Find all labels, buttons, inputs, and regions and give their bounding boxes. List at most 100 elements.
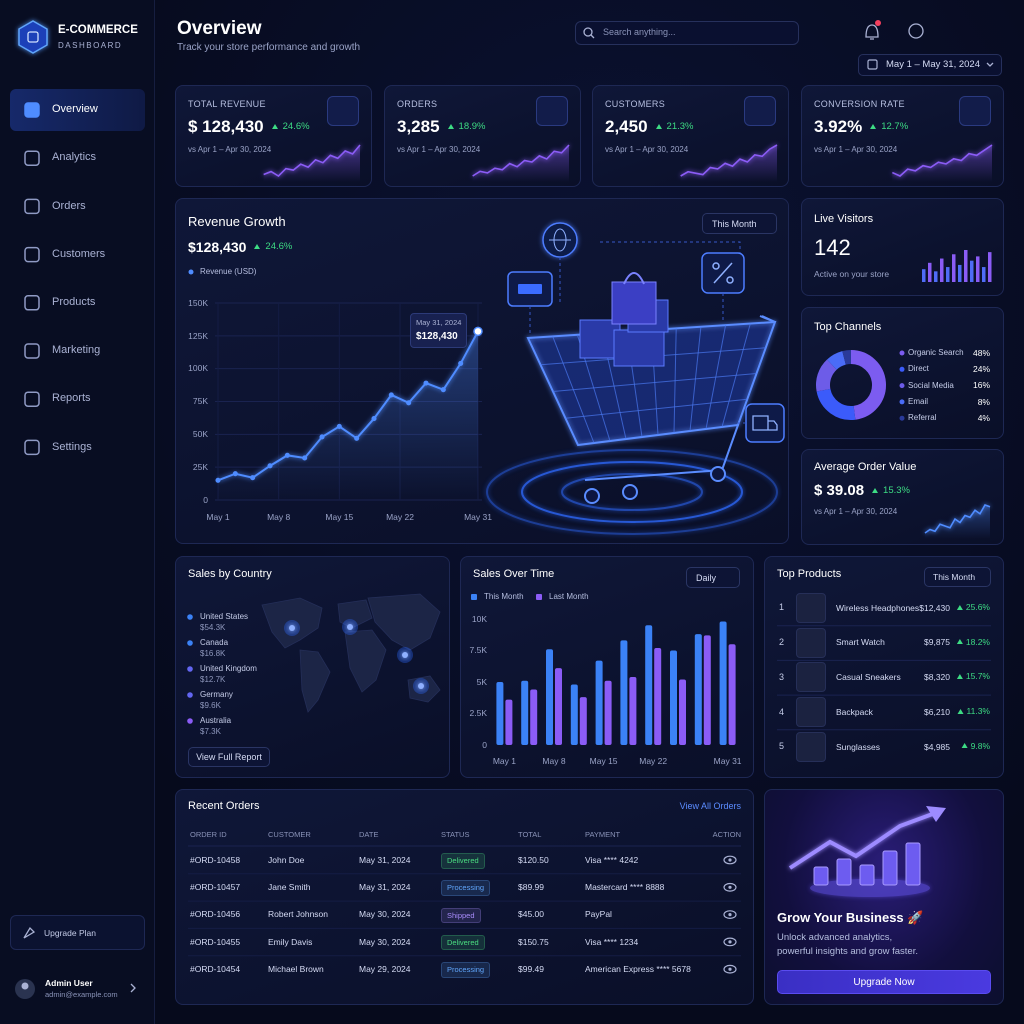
order-cell: Visa **** 4242 [585, 854, 639, 865]
bell-icon[interactable] [865, 24, 879, 40]
card-title: Top Products [777, 568, 842, 581]
up-arrow [956, 604, 963, 610]
column-header: STATUS [441, 830, 470, 840]
help-icon[interactable] [908, 23, 924, 39]
x-tick-label: May 1 [492, 755, 516, 766]
product-price: $4,985 [924, 741, 950, 752]
live-visitors-card [801, 198, 1004, 296]
nav-label: Orders [52, 199, 86, 212]
legend-label: This Month [484, 592, 524, 602]
card-title: Sales Over Time [473, 568, 555, 581]
y-tick-label: 5K [476, 676, 487, 687]
legend-label: Social Media [908, 380, 954, 390]
date-range: May 1 – May 31, 2024 [886, 59, 980, 71]
product-name: Smart Watch [836, 637, 885, 648]
value: 3,285 [397, 116, 440, 136]
card-title: Sales by Country [188, 568, 272, 581]
period-dropdown[interactable]: This Month [702, 213, 777, 234]
product-change: 25.6% [956, 602, 990, 612]
page-subtitle: Track your store performance and growth [177, 41, 361, 53]
order-cell: $120.50 [518, 854, 549, 865]
period-dropdown[interactable]: Daily [686, 567, 740, 588]
y-tick-label: 50K [192, 429, 208, 440]
country-name: Germany [200, 690, 233, 700]
tooltip-date: May 31, 2024 [416, 318, 462, 328]
x-tick-label: May 22 [639, 755, 668, 766]
legend-label: Organic Search [908, 348, 964, 358]
product-rank: 1 [779, 602, 785, 613]
kpi-icon [327, 96, 359, 126]
page-title: Overview [177, 18, 262, 40]
column-header: ACTION [712, 830, 741, 840]
up-arrow [655, 124, 662, 130]
kpi-compare: vs Apr 1 – Apr 30, 2024 [814, 145, 898, 155]
order-cell: May 31, 2024 [359, 882, 411, 893]
order-cell: PayPal [585, 909, 612, 920]
up-arrow [956, 673, 963, 679]
search-box[interactable] [575, 21, 799, 45]
y-tick-label: 75K [192, 396, 208, 407]
value: $ 39.08 [814, 482, 865, 500]
order-cell: $89.99 [518, 882, 544, 893]
up-arrow [870, 124, 877, 130]
nav-label: Products [52, 295, 96, 308]
y-tick-label: 0 [203, 494, 208, 505]
change: 18.2% [965, 636, 990, 647]
card-title: Average Order Value [814, 461, 917, 474]
upgrade-button[interactable]: Upgrade Now [777, 970, 991, 994]
product-thumb [796, 593, 826, 623]
sidebar [0, 0, 155, 1024]
nav-label: Marketing [52, 344, 101, 357]
kpi-label: CUSTOMERS [605, 99, 666, 110]
change: 11.3% [966, 706, 990, 717]
change: 24.6% [265, 241, 293, 253]
date-box[interactable] [858, 54, 1002, 76]
x-tick-label: May 31 [713, 755, 742, 766]
report-button[interactable]: View Full Report [188, 747, 270, 767]
orders-card [175, 789, 754, 1005]
kpi-icon [959, 96, 991, 126]
value-row: 3.92% 12.7% [814, 117, 908, 137]
order-cell: Robert Johnson [268, 909, 329, 920]
notification-dot [875, 20, 881, 26]
country-value: $12.7K [200, 675, 226, 685]
brand: E-COMMERCE [58, 23, 138, 36]
live-value: 142 [814, 235, 851, 261]
value-row: 2,450 21.3% [605, 117, 693, 137]
product-price: $6,210 [924, 706, 950, 717]
y-tick-label: 125K [188, 330, 208, 341]
value-row: $ 39.08 15.3% [814, 482, 910, 499]
status-badge: Processing [441, 962, 491, 978]
status-badge: Shipped [441, 907, 481, 924]
value: 2,450 [605, 116, 648, 136]
country-name: United States [200, 612, 249, 622]
value-row: $ 128,430 24.6% [188, 117, 310, 137]
product-rank: 4 [779, 706, 785, 717]
legend-value: 16% [972, 380, 990, 391]
orders-link[interactable]: View All Orders [679, 801, 741, 812]
promo-text: Unlock advanced analytics, [777, 932, 893, 944]
brand-sub: DASHBOARD [58, 41, 123, 51]
order-cell: $99.49 [518, 963, 544, 974]
change: 18.9% [458, 121, 486, 133]
up-arrow [254, 244, 261, 250]
legend-label: Direct [908, 364, 929, 374]
sales-time-card [460, 556, 754, 778]
value-row: $128,430 24.6% [188, 239, 292, 255]
card-title: Top Channels [814, 321, 882, 334]
product-thumb [796, 731, 826, 762]
order-cell: Mastercard **** 8888 [585, 882, 665, 893]
order-cell: May 30, 2024 [359, 936, 411, 947]
country-value: $54.3K [200, 623, 226, 633]
order-cell: May 29, 2024 [359, 963, 411, 974]
value-row: 3,285 18.9% [397, 117, 485, 137]
order-cell: Visa **** 1234 [585, 936, 639, 947]
search-placeholder: Search anything... [603, 27, 676, 38]
x-tick-label: May 22 [386, 511, 414, 522]
order-cell: American Express **** 5678 [585, 963, 691, 974]
order-cell: #ORD-10455 [190, 936, 241, 947]
nav-label: Customers [52, 247, 106, 260]
period-dropdown[interactable]: This Month [924, 567, 991, 587]
x-tick-label: May 1 [206, 511, 230, 522]
